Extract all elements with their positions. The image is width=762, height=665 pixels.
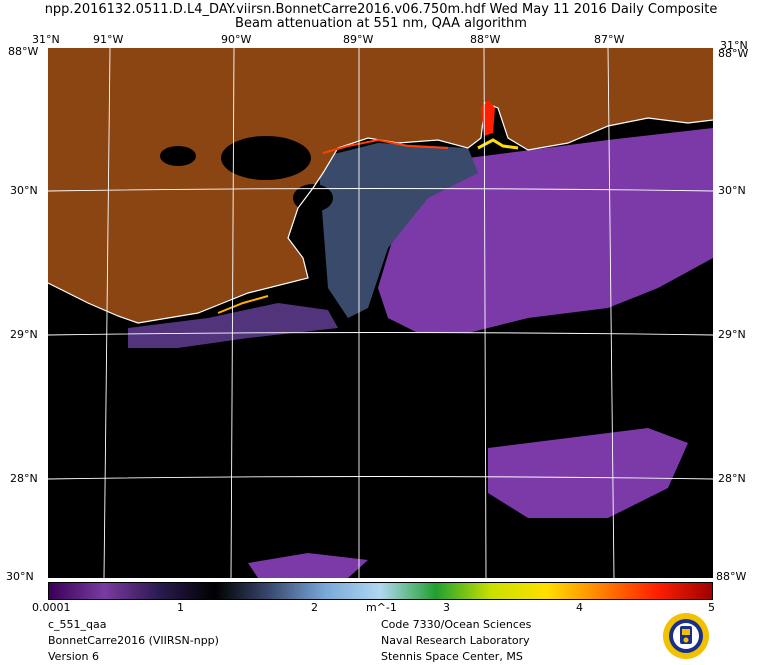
map-canvas [48, 48, 713, 578]
lat-label-30n-right: 30°N [718, 184, 746, 197]
graticule [48, 48, 713, 578]
lat-label-29n-left: 29°N [10, 328, 38, 341]
turbid-water [318, 143, 478, 318]
seal-icon [663, 613, 709, 659]
meridian-91w [103, 48, 111, 578]
lon-label-88w: 88°W [470, 33, 501, 46]
colorbar-unit: m^-1 [366, 601, 397, 614]
land-mass [48, 48, 713, 323]
lat-label-30n-left: 30°N [10, 184, 38, 197]
colorbar-tick-0: 0.0001 [32, 601, 71, 614]
lat-label-29n-right: 29°N [718, 328, 746, 341]
colorbar-tick-3: 3 [443, 601, 450, 614]
turbid-coastal-band [477, 138, 519, 150]
lake-borgne [293, 184, 333, 212]
lat-label-28n-left: 28°N [10, 472, 38, 485]
footer-region: BonnetCarre2016 (VIIRSN-npp) [48, 634, 219, 647]
colorbar-tick-2: 2 [311, 601, 318, 614]
footer-product: c_551_qaa [48, 618, 107, 631]
meridian-87w [607, 48, 615, 578]
lake-pontchartrain [221, 136, 311, 180]
lake-maurepas [160, 146, 196, 166]
colorbar [48, 582, 713, 600]
map-subtitle: Beam attenuation at 551 nm, QAA algorith… [235, 16, 527, 31]
coastline [48, 102, 713, 324]
footer-version: Version 6 [48, 650, 99, 663]
lon-label-90w: 90°W [221, 33, 252, 46]
footer-lab: Naval Research Laboratory [381, 634, 530, 647]
colorbar-tick-1: 1 [177, 601, 184, 614]
lon-label-89w: 89°W [343, 33, 374, 46]
lat-label-tr: 31°N [720, 39, 748, 52]
shelf-water [128, 303, 338, 348]
parallel-28n [48, 476, 713, 480]
turbid-coastal-band-3 [217, 295, 269, 314]
footer-location: Stennis Space Center, MS [381, 650, 523, 663]
colorbar-tick-5: 5 [708, 601, 715, 614]
lon-label-87w: 87°W [594, 33, 625, 46]
map-image [48, 48, 713, 578]
meridian-90w [230, 48, 235, 578]
nrl-seal-logo [662, 612, 710, 660]
lon-label-91w: 91°W [93, 33, 124, 46]
lon-label-corner-right: 88°W [718, 47, 749, 60]
parallel-30n [48, 188, 713, 192]
turbid-coastal-band-2 [322, 138, 449, 154]
colorbar-tick-4: 4 [576, 601, 583, 614]
lat-label-28n-right: 28°N [718, 472, 746, 485]
meridian-88w [483, 48, 487, 578]
footer-code: Code 7330/Ocean Sciences [381, 618, 532, 631]
parallel-29n [48, 332, 713, 336]
lon-label-bottom-right: 88°W [716, 570, 747, 583]
lat-label-bottom-left: 30°N [6, 570, 34, 583]
map-title: npp.2016132.0511.D.L4_DAY.viirsn.BonnetC… [44, 2, 718, 17]
offshore-patch [488, 428, 688, 518]
offshore-patch-2 [248, 553, 368, 578]
lon-label-corner-left: 88°W [8, 45, 39, 58]
lat-label-tl: 31°N [32, 33, 60, 46]
